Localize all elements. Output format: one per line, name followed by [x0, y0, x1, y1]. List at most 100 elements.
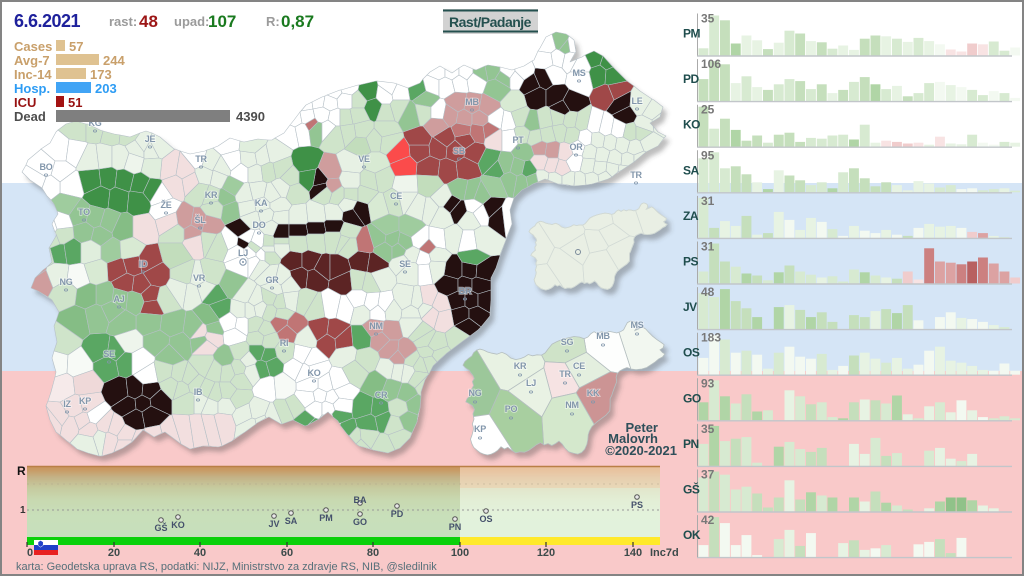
- svg-text:VE: VE: [358, 154, 370, 164]
- svg-text:PN: PN: [683, 437, 699, 451]
- svg-text:GŠ: GŠ: [154, 522, 167, 533]
- svg-text:OS: OS: [479, 514, 492, 524]
- svg-text:PO: PO: [505, 404, 518, 414]
- svg-text:48: 48: [701, 285, 715, 299]
- svg-text:MB: MB: [596, 331, 610, 341]
- svg-text:48: 48: [139, 12, 158, 31]
- svg-text:173: 173: [90, 67, 112, 82]
- svg-text:VR: VR: [193, 273, 206, 283]
- svg-text:42: 42: [701, 513, 715, 527]
- svg-text:LJ: LJ: [526, 378, 536, 388]
- svg-text:25: 25: [701, 103, 715, 117]
- svg-text:BR: BR: [459, 286, 472, 296]
- svg-text:Inc-14: Inc-14: [14, 67, 52, 82]
- svg-text:BA: BA: [354, 495, 367, 505]
- svg-text:ŠL: ŠL: [195, 214, 207, 225]
- svg-text:1: 1: [20, 505, 26, 516]
- svg-text:©2020-2021: ©2020-2021: [605, 443, 677, 458]
- svg-text:Dead: Dead: [14, 109, 46, 124]
- svg-text:PD: PD: [683, 72, 700, 86]
- svg-text:35: 35: [701, 12, 715, 26]
- svg-text:NG: NG: [469, 388, 482, 398]
- svg-text:SG: SG: [561, 337, 574, 347]
- svg-text:upad:: upad:: [174, 14, 209, 29]
- svg-text:Hosp.: Hosp.: [14, 81, 50, 96]
- svg-text:JE: JE: [145, 134, 156, 144]
- svg-text:LJ: LJ: [238, 248, 248, 258]
- svg-text:karta: Geodetska uprava RS, p: karta: Geodetska uprava RS, podatki: NIJ…: [16, 561, 437, 573]
- svg-text:SB: SB: [453, 146, 466, 156]
- svg-text:OK: OK: [683, 528, 701, 542]
- svg-text:183: 183: [701, 331, 721, 345]
- svg-text:KO: KO: [308, 368, 321, 378]
- svg-text:AJ: AJ: [114, 294, 125, 304]
- svg-text:PN: PN: [449, 522, 462, 532]
- svg-text:ZA: ZA: [683, 209, 699, 223]
- svg-text:NM: NM: [369, 321, 382, 331]
- svg-text:TR: TR: [195, 154, 207, 164]
- svg-text:57: 57: [69, 39, 83, 54]
- svg-text:JV: JV: [268, 519, 279, 529]
- svg-text:107: 107: [208, 12, 236, 31]
- svg-text:LE: LE: [632, 96, 643, 106]
- svg-text:Rast/Padanje: Rast/Padanje: [449, 14, 532, 30]
- svg-text:IB: IB: [194, 387, 203, 397]
- svg-text:OS: OS: [683, 346, 700, 360]
- svg-text:GO: GO: [353, 517, 367, 527]
- svg-text:MB: MB: [465, 97, 479, 107]
- svg-text:MS: MS: [573, 68, 586, 78]
- svg-text:KP: KP: [79, 396, 91, 406]
- svg-text:31: 31: [701, 240, 715, 254]
- svg-text:CE: CE: [573, 361, 585, 371]
- svg-text:KO: KO: [171, 520, 185, 530]
- svg-text:NM: NM: [565, 400, 578, 410]
- svg-text:DO: DO: [253, 220, 266, 230]
- svg-text:60: 60: [281, 547, 293, 559]
- svg-text:31: 31: [701, 194, 715, 208]
- svg-text:CE: CE: [390, 191, 402, 201]
- svg-text:JV: JV: [683, 300, 697, 314]
- svg-text:KK: KK: [587, 388, 600, 398]
- svg-text:140: 140: [624, 547, 642, 559]
- svg-text:KA: KA: [255, 198, 268, 208]
- svg-text:PS: PS: [631, 500, 643, 510]
- svg-text:NG: NG: [60, 277, 73, 287]
- svg-text:6.6.2021: 6.6.2021: [14, 11, 81, 31]
- svg-text:100: 100: [451, 547, 469, 559]
- svg-text:0: 0: [27, 547, 33, 559]
- svg-text:ICU: ICU: [14, 95, 36, 110]
- svg-text:RI: RI: [280, 338, 288, 348]
- svg-text:TR: TR: [559, 369, 571, 379]
- svg-text:SE: SE: [399, 259, 411, 269]
- svg-text:R: R: [17, 464, 26, 478]
- svg-text:Peter: Peter: [625, 420, 658, 435]
- svg-text:KR: KR: [205, 190, 218, 200]
- svg-text:R:: R:: [266, 14, 280, 29]
- svg-text:20: 20: [108, 547, 120, 559]
- svg-text:4390: 4390: [236, 109, 265, 124]
- svg-text:0,87: 0,87: [281, 12, 314, 31]
- svg-text:GO: GO: [683, 391, 701, 405]
- svg-text:TO: TO: [78, 207, 90, 217]
- svg-text:TR: TR: [630, 170, 642, 180]
- svg-text:80: 80: [367, 547, 379, 559]
- svg-text:Inc7d: Inc7d: [650, 547, 679, 559]
- svg-text:rast:: rast:: [109, 14, 137, 29]
- svg-text:IZ: IZ: [63, 399, 71, 409]
- svg-text:KO: KO: [683, 118, 700, 132]
- svg-text:ŽE: ŽE: [161, 199, 172, 210]
- svg-text:Malovrh: Malovrh: [608, 431, 658, 446]
- svg-text:37: 37: [701, 468, 715, 482]
- svg-text:GR: GR: [266, 275, 280, 285]
- svg-text:PT: PT: [513, 135, 525, 145]
- svg-text:120: 120: [537, 547, 555, 559]
- svg-text:244: 244: [103, 53, 125, 68]
- svg-text:Avg-7: Avg-7: [14, 53, 50, 68]
- svg-text:93: 93: [701, 376, 715, 390]
- svg-text:51: 51: [68, 95, 82, 110]
- svg-text:40: 40: [194, 547, 206, 559]
- svg-text:KP: KP: [474, 424, 486, 434]
- svg-text:PS: PS: [683, 255, 699, 269]
- svg-text:PM: PM: [319, 513, 333, 523]
- svg-text:PM: PM: [683, 27, 701, 41]
